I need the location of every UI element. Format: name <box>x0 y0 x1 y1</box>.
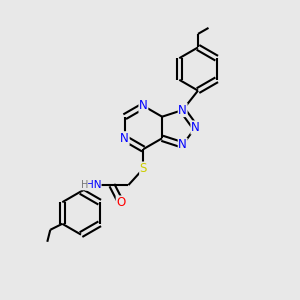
Text: S: S <box>140 162 147 175</box>
Text: N: N <box>139 99 148 112</box>
Text: N: N <box>191 121 200 134</box>
Text: HN: HN <box>85 180 101 190</box>
Text: N: N <box>120 132 129 145</box>
Text: N: N <box>178 139 187 152</box>
Text: N: N <box>178 103 187 116</box>
Text: H: H <box>80 180 88 190</box>
Text: O: O <box>116 196 125 209</box>
